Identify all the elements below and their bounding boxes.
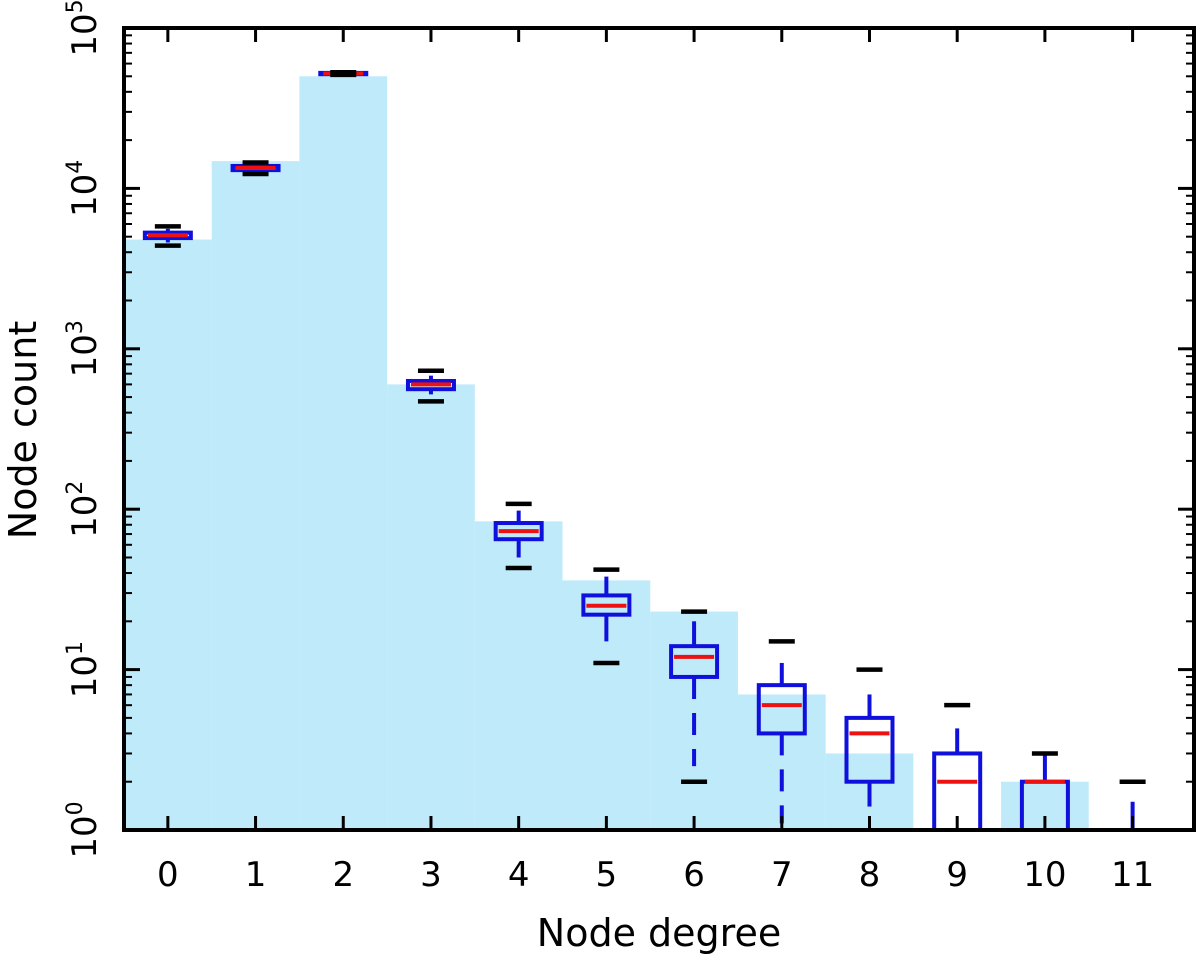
- x-tick-label-10: 10: [1023, 855, 1066, 895]
- histogram-bar-2: [299, 76, 388, 830]
- box-3: [405, 378, 456, 392]
- x-tick-label-8: 8: [859, 855, 881, 895]
- box-8: [844, 715, 895, 784]
- x-tick-label-5: 5: [596, 855, 618, 895]
- histogram-bar-3: [387, 384, 475, 830]
- plot-frame: [122, 26, 1196, 832]
- boxplot-4: [493, 501, 544, 571]
- x-tick-label-11: 11: [1111, 855, 1154, 895]
- y-tick-label-5: 105: [63, 0, 105, 57]
- y-tick-label-4: 104: [63, 160, 105, 217]
- x-tick-label-3: 3: [420, 855, 442, 895]
- box-7: [756, 683, 807, 736]
- boxplot-8: [844, 667, 895, 807]
- histogram-bar-1: [211, 161, 300, 830]
- y-axis-label: Node count: [1, 321, 45, 539]
- histogram-layer: [124, 76, 1089, 830]
- axis-ticks: 0 1 2 3 4 5 6 7 8 9 10 11 100 101 102 103 104 105: [63, 0, 1194, 895]
- boxplot-3: [405, 368, 456, 404]
- x-tick-label-7: 7: [771, 855, 793, 895]
- boxplot-0: [142, 224, 193, 248]
- x-tick-label-6: 6: [683, 855, 705, 895]
- boxplot-1: [230, 160, 281, 177]
- box-4: [493, 521, 544, 542]
- boxplot-6: [669, 609, 720, 784]
- x-tick-label-0: 0: [157, 855, 179, 895]
- y-tick-label-1: 101: [63, 641, 105, 698]
- boxplot-5: [581, 567, 632, 666]
- box-6: [669, 644, 720, 679]
- histogram-bar-0: [124, 239, 212, 830]
- y-tick-label-0: 100: [63, 801, 105, 858]
- boxplot-9: [932, 702, 983, 832]
- box-5: [581, 593, 632, 617]
- boxplot-7: [756, 639, 807, 824]
- y-tick-label-3: 103: [63, 320, 105, 377]
- x-tick-label-2: 2: [332, 855, 354, 895]
- x-axis-label: Node degree: [537, 911, 781, 955]
- x-tick-label-4: 4: [508, 855, 530, 895]
- x-tick-label-1: 1: [245, 855, 267, 895]
- box-0: [142, 230, 193, 241]
- x-tick-label-9: 9: [946, 855, 968, 895]
- boxplot-2: [318, 69, 369, 78]
- box-1: [230, 163, 281, 173]
- y-tick-label-2: 102: [63, 481, 105, 538]
- histogram-bar-4: [474, 521, 563, 830]
